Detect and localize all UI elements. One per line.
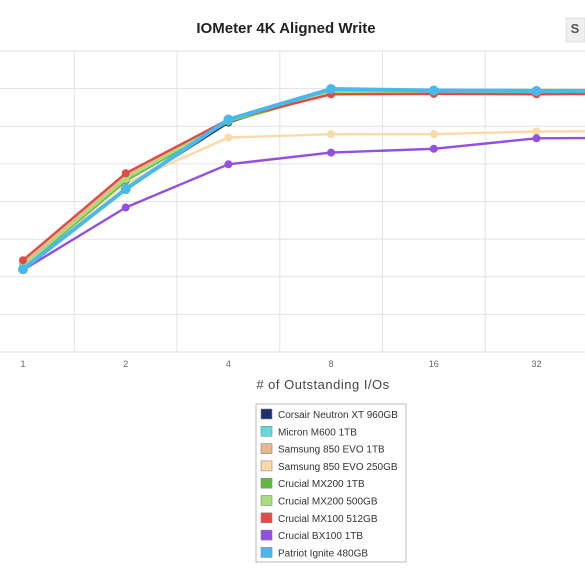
legend-label: Micron M600 1TB (278, 427, 357, 438)
data-point (326, 84, 337, 94)
x-tick-label: 32 (531, 359, 541, 369)
series-line (22, 92, 585, 262)
series-line (22, 130, 585, 269)
gridlines (0, 50, 585, 353)
legend-swatch (260, 443, 273, 454)
data-point (19, 256, 27, 265)
legend-swatch (260, 408, 273, 420)
data-point (429, 144, 438, 153)
watermark-logo: S (565, 17, 585, 43)
legend-label: Crucial MX200 500GB (278, 497, 378, 508)
data-point (327, 148, 336, 157)
svg-text:S: S (571, 21, 580, 36)
series-group (19, 85, 585, 274)
data-point (223, 114, 234, 125)
legend-swatch (260, 425, 273, 437)
x-tick-label: 4 (226, 359, 231, 369)
series-line (22, 88, 585, 271)
series-line (21, 87, 585, 271)
data-point (121, 174, 130, 183)
x-tick-label: 2 (123, 359, 128, 369)
legend-swatch (260, 460, 273, 472)
legend-swatch (260, 547, 273, 558)
legend-swatch (260, 495, 273, 506)
series-group (19, 89, 585, 265)
series-line (22, 90, 585, 265)
data-point (531, 85, 542, 96)
legend: Corsair Neutron XT 960GB Micron M600 1TB S… (255, 403, 407, 563)
legend-label: Crucial MX100 512GB (278, 514, 378, 525)
data-point (224, 160, 233, 169)
legend-label: Samsung 850 EVO 250GB (278, 462, 398, 473)
series-line (22, 91, 585, 268)
chart-title: IOMeter 4K Aligned Write (196, 20, 375, 37)
data-point (18, 264, 28, 275)
data-point (224, 133, 233, 142)
legend-swatch (260, 512, 273, 524)
legend-label: Corsair Neutron XT 960GB (278, 410, 398, 421)
data-point (532, 127, 541, 136)
series-group (19, 88, 585, 271)
x-tick-label: 8 (329, 359, 334, 369)
series-lines (18, 84, 585, 275)
data-point (532, 134, 541, 143)
x-tick-label: 1 (20, 359, 25, 369)
x-axis-label: # of Outstanding I/Os (256, 377, 389, 392)
data-point (121, 203, 130, 212)
series-group (18, 84, 585, 275)
legend-label: Crucial BX100 1TB (278, 531, 363, 542)
series-group (19, 86, 585, 271)
legend-swatch (260, 529, 273, 541)
legend-box (255, 403, 407, 563)
data-point (428, 85, 439, 96)
legend-label: Crucial MX200 1TB (278, 479, 365, 490)
legend-swatch (260, 477, 273, 489)
data-point (327, 130, 336, 139)
data-point (429, 130, 438, 139)
series-line (22, 91, 585, 269)
x-tick-label: 16 (429, 359, 439, 369)
legend-label: Samsung 850 EVO 1TB (278, 445, 385, 456)
legend-label: Patriot Ignite 480GB (278, 548, 368, 559)
data-point (120, 184, 131, 195)
series-line (22, 88, 585, 268)
data-point (121, 169, 130, 178)
x-tick-labels: 1 2 4 8 16 32 (20, 359, 541, 369)
series-group (19, 87, 585, 268)
series-group (19, 134, 585, 274)
series-group (19, 89, 585, 272)
